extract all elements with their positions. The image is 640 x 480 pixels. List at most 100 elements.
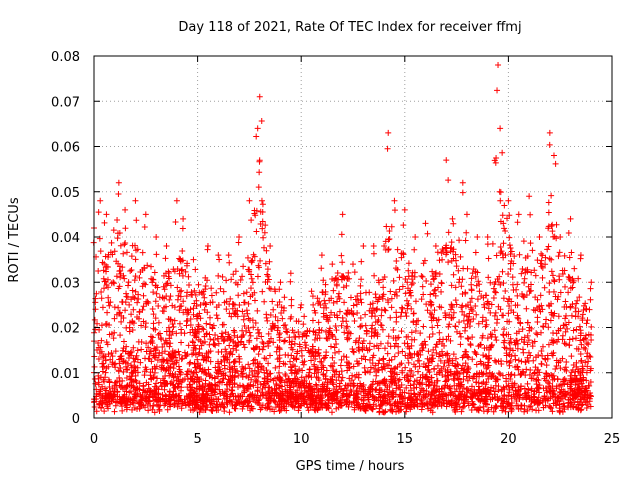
data-point <box>420 360 427 367</box>
data-point <box>402 352 409 359</box>
data-point <box>92 299 99 306</box>
data-point <box>501 344 508 351</box>
data-point <box>157 379 164 386</box>
data-point <box>166 296 173 303</box>
data-point <box>527 211 534 218</box>
data-point <box>128 253 135 260</box>
data-point <box>459 189 466 196</box>
data-point <box>521 402 528 409</box>
data-point <box>221 362 228 369</box>
data-point <box>582 305 589 312</box>
data-point <box>330 381 337 388</box>
data-point <box>295 407 302 414</box>
data-point <box>252 378 259 385</box>
data-point <box>491 388 498 395</box>
data-point <box>228 375 235 382</box>
data-point <box>226 259 233 266</box>
data-point <box>268 326 275 333</box>
data-point <box>211 341 218 348</box>
data-point <box>283 407 290 414</box>
data-point <box>223 306 230 313</box>
data-point <box>301 330 308 337</box>
data-point <box>535 394 542 401</box>
data-point <box>322 281 329 288</box>
data-point <box>553 383 560 390</box>
x-tick-label: 25 <box>604 432 621 447</box>
data-point <box>398 309 405 316</box>
data-point <box>108 390 115 397</box>
data-point <box>240 366 247 373</box>
data-point <box>405 273 412 280</box>
data-point <box>434 362 441 369</box>
data-point <box>404 279 411 286</box>
data-point <box>247 332 254 339</box>
data-point <box>270 339 277 346</box>
data-point <box>556 401 563 408</box>
data-point <box>202 377 209 384</box>
data-point <box>450 248 457 255</box>
data-point <box>226 334 233 341</box>
data-point <box>383 223 390 230</box>
data-point <box>320 304 327 311</box>
data-point <box>201 353 208 360</box>
data-point <box>437 357 444 364</box>
data-point <box>243 307 250 314</box>
data-point <box>367 388 374 395</box>
data-point <box>388 304 395 311</box>
data-point <box>509 281 516 288</box>
data-point <box>485 300 492 307</box>
data-point <box>361 388 368 395</box>
data-point <box>471 386 478 393</box>
data-point <box>252 392 259 399</box>
data-point <box>456 371 463 378</box>
data-point <box>240 290 247 297</box>
data-point <box>132 273 139 280</box>
data-point <box>416 363 423 370</box>
data-point <box>147 387 154 394</box>
data-point <box>414 368 421 375</box>
data-point <box>184 307 191 314</box>
data-point <box>480 361 487 368</box>
data-point <box>429 401 436 408</box>
data-point <box>149 279 156 286</box>
data-point <box>265 330 272 337</box>
data-point <box>372 291 379 298</box>
data-point <box>318 393 325 400</box>
data-point <box>318 359 325 366</box>
data-point <box>108 349 115 356</box>
data-point <box>150 289 157 296</box>
data-point <box>154 375 161 382</box>
data-point <box>120 345 127 352</box>
data-point <box>169 328 176 335</box>
data-point <box>452 355 459 362</box>
data-point <box>376 389 383 396</box>
data-point <box>351 404 358 411</box>
data-point <box>337 362 344 369</box>
data-point <box>464 320 471 327</box>
data-point <box>452 251 459 258</box>
data-point <box>462 303 469 310</box>
data-point <box>201 367 208 374</box>
data-point <box>244 398 251 405</box>
data-point <box>525 349 532 356</box>
data-point <box>122 400 129 407</box>
data-point <box>475 383 482 390</box>
data-point <box>500 240 507 247</box>
data-point <box>126 328 133 335</box>
data-point <box>392 399 399 406</box>
data-point <box>184 260 191 267</box>
data-point <box>338 231 345 238</box>
data-point <box>475 396 482 403</box>
data-point <box>443 403 450 410</box>
data-point <box>522 359 529 366</box>
data-point <box>506 351 513 358</box>
data-point <box>462 237 469 244</box>
data-point <box>560 378 567 385</box>
data-point <box>489 373 496 380</box>
data-point <box>492 309 499 316</box>
data-point <box>521 385 528 392</box>
data-point <box>428 374 435 381</box>
data-point <box>367 364 374 371</box>
data-point <box>235 292 242 299</box>
data-point <box>343 274 350 281</box>
